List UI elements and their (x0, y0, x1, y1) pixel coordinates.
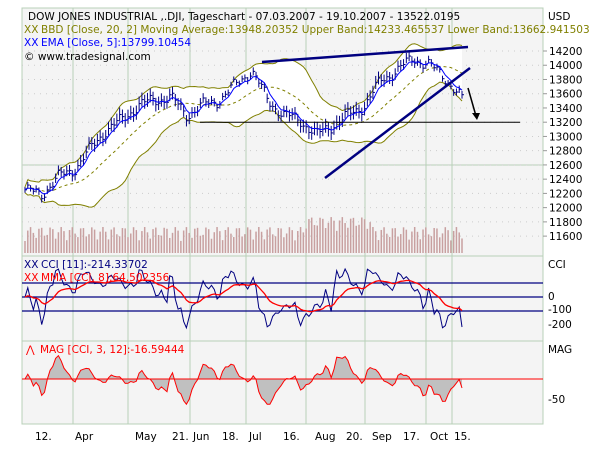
bbd-legend-marker[interactable]: XX (24, 24, 38, 36)
x-tick-label: Jun (192, 431, 209, 443)
cci-legend-marker[interactable]: XX (24, 259, 38, 271)
price-tick-label: 12600 (549, 160, 582, 172)
mag-legend: MAG [CCI, 3, 12]:-16.59444 (40, 344, 185, 356)
bollinger-moving-average (24, 65, 463, 192)
price-tick-label: 11800 (549, 217, 582, 229)
x-tick-label: May (135, 431, 157, 443)
price-tick-label: 13400 (549, 103, 582, 115)
ema-legend-marker[interactable]: XX (24, 37, 38, 49)
copyright: © www.tradesignal.com (24, 51, 151, 63)
ema-line (24, 61, 463, 195)
cci-axis-title: CCI (548, 259, 566, 271)
price-tick-label: 13600 (549, 89, 582, 101)
price-tick-label: 12400 (549, 174, 582, 186)
forecast-arrowhead (472, 113, 480, 120)
price-tick-label: 12200 (549, 188, 582, 200)
mma-legend-marker[interactable]: XX (24, 272, 38, 284)
bbd-legend: BBD [Close, 20, 2] Moving Average:13948.… (41, 24, 590, 36)
price-tick-label: 14200 (549, 46, 582, 58)
price-tick-label: 14000 (549, 60, 582, 72)
mag-line (24, 354, 463, 406)
mag-tick: -50 (548, 394, 565, 406)
cci-legend: CCI [11]:-214.33702 (41, 259, 148, 271)
x-tick-label: Oct (430, 431, 448, 443)
bollinger-lower-band (24, 81, 463, 208)
cci-tick: -200 (548, 319, 572, 331)
ema-legend: EMA [Close, 5]:13799.10454 (41, 37, 191, 49)
x-tick-label: 16. (283, 431, 300, 443)
x-tick-label: 20. (346, 431, 363, 443)
currency-label: USD (548, 11, 570, 23)
trendline-upper-resistance (261, 45, 469, 64)
chart-title: DOW JONES INDUSTRIAL ,.DJI, Tageschart -… (28, 11, 460, 23)
mag-legend-icon[interactable]: ⋀ (25, 344, 35, 356)
x-tick-label: 15. (454, 431, 471, 443)
price-tick-label: 12800 (549, 146, 582, 158)
price-tick-label: 13800 (549, 74, 582, 86)
forecast-arrow (467, 87, 477, 117)
bollinger-fill (25, 43, 462, 208)
price-tick-label: 11600 (549, 231, 582, 243)
x-tick-label: 17. (403, 431, 420, 443)
x-tick-label: Sep (372, 431, 392, 443)
price-tick-label: 12000 (549, 203, 582, 215)
cci-tick: -100 (548, 304, 572, 316)
x-tick-label: Aug (315, 431, 336, 443)
mma-line (24, 279, 463, 313)
bollinger-upper-band (24, 43, 463, 188)
mag-axis-title: MAG (548, 344, 572, 356)
x-tick-label: 12. (35, 431, 52, 443)
x-tick-label: Apr (75, 431, 94, 443)
price-tick-label: 13200 (549, 117, 582, 129)
x-tick-label: 21. (172, 431, 189, 443)
x-tick-label: 18. (222, 431, 239, 443)
x-tick-label: Jul (248, 431, 262, 443)
cci-tick: 0 (548, 291, 555, 303)
mma-legend: MMA [CCI, 8]:64.502356 (41, 272, 170, 284)
trendline-rising-support (324, 67, 471, 179)
price-tick-label: 13000 (549, 131, 582, 143)
